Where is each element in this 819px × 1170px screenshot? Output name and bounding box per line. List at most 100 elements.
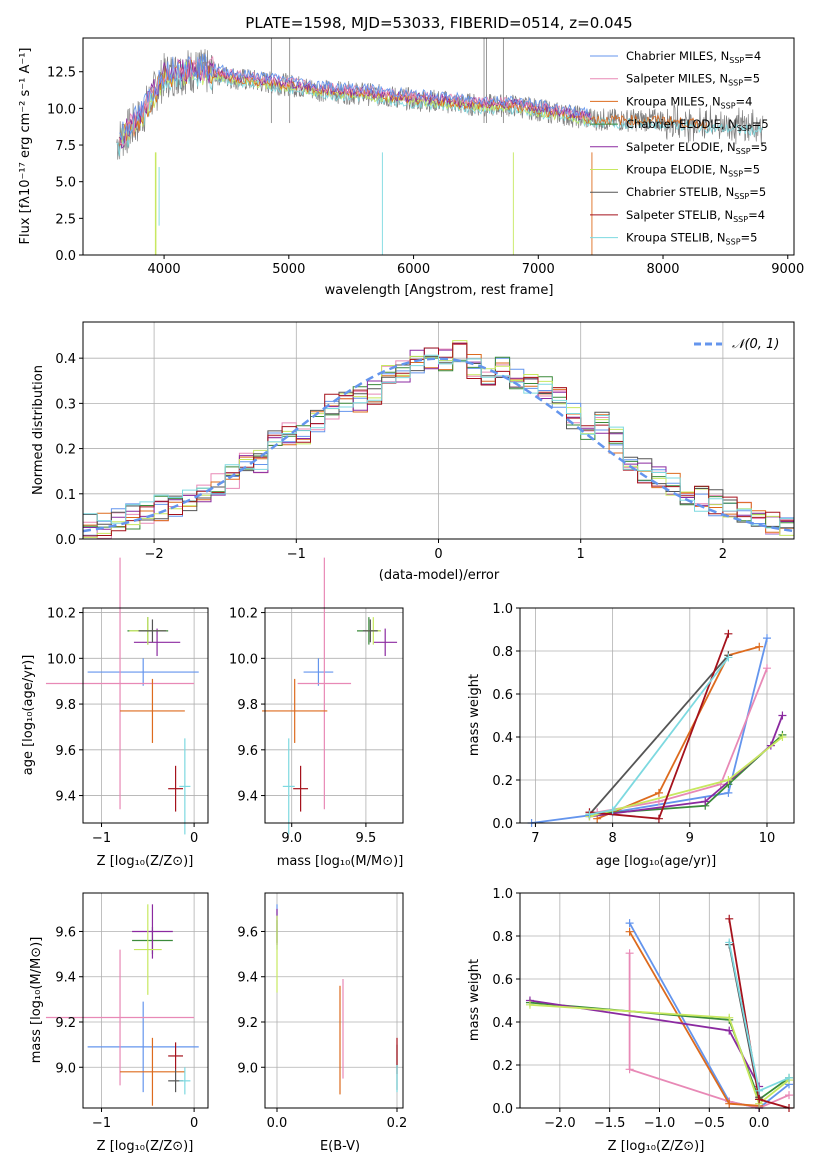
mw-z-point (625, 927, 634, 936)
mw-age-point (701, 797, 710, 806)
mw-z-point (725, 1026, 734, 1035)
age-z-panel-y-tick-label: 9.4 (55, 790, 76, 805)
mass-z-panel-x-tick-label: −1 (92, 1116, 111, 1131)
spectrum-x-tick-label: 7000 (522, 262, 555, 277)
mw-age-panel-y-tick-label: 0.2 (492, 774, 513, 789)
residual-y-ticks: 0.0 0.1 0.2 0.3 0.4 (55, 352, 83, 548)
spectrum-x-label: wavelength [Angstrom, rest frame] (325, 283, 554, 298)
mw-age-point (755, 642, 764, 651)
spectrum-plot-area (116, 38, 764, 255)
residual-legend: 𝒩(0, 1) (694, 337, 779, 352)
mw-age-point (724, 629, 733, 638)
residual-x-tick-label: 2 (719, 547, 727, 562)
spectrum-x-tick-label: 8000 (646, 262, 679, 277)
mw-age-point (762, 634, 771, 643)
mw-age-series (531, 637, 768, 824)
mw-age-point (778, 733, 787, 741)
spectrum-x-tick-label: 5000 (272, 262, 305, 277)
mass-z-panel-y-tick-label: 9.0 (55, 1061, 76, 1076)
mass-ebv-panel-y-tick-label: 9.6 (237, 925, 258, 940)
spectrum-x-ticks: 4000 5000 6000 7000 8000 9000 (148, 255, 804, 277)
mw-age-point (724, 788, 733, 797)
mass-ebv-panel-x-tick-label: 0.0 (267, 1116, 288, 1131)
mw-age-panel-y-tick-label: 0.8 (492, 645, 513, 660)
mw-age-point (778, 711, 787, 720)
mw-age-panel-y-tick-label: 0.4 (492, 731, 513, 746)
mw-z-panel-x-tick-label: −2.0 (544, 1116, 576, 1131)
mw-z-x-label: Z [log₁₀(Z/Z⊙)] (608, 1139, 705, 1154)
mass-z-x-label: Z [log₁₀(Z/Z⊙)] (97, 1139, 194, 1154)
spectrum-legend-entry: Kroupa STELIB, NSSP=5 (626, 231, 757, 247)
age-mass-panel-y-tick-label: 10.0 (229, 652, 258, 667)
mw-age-panel-x-tick-label: 9 (686, 831, 694, 846)
mw-z-y-label: mass weight (467, 959, 482, 1041)
mass-z-y-label: mass [log₁₀(M/M⊙)] (29, 937, 44, 1064)
spectrum-legend-entry: Salpeter MILES, NSSP=5 (626, 72, 760, 88)
age-z-y-label: age [log₁₀(age/yr)] (21, 655, 36, 776)
mw-z-panel: −2.0 −1.5 −1.0 −0.5 0.0 0.0 0.2 0.4 0.6 0.8 1.0 (492, 887, 795, 1131)
residual-x-ticks: −2 −1 0 1 2 (145, 539, 727, 562)
mw-z-point (725, 1013, 734, 1022)
mw-z-panel-x-tick-label: −1.5 (594, 1116, 626, 1131)
mw-age-panel-x-tick-label: 7 (531, 831, 539, 846)
mw-z-point (625, 949, 634, 958)
spectrum-x-tick-label: 6000 (397, 262, 430, 277)
spectrum-panel: PLATE=1598, MJD=53033, FIBERID=0514, z=0… (18, 14, 804, 298)
age-mass-panel-y-tick-label: 9.4 (237, 790, 258, 805)
mw-z-point (725, 938, 734, 947)
mw-z-panel-frame (519, 892, 795, 1109)
spectrum-y-label: Flux [fλ10⁻¹⁷ erg cm⁻² s⁻¹ A⁻¹] (18, 48, 33, 245)
residual-y-label: Normed distribution (31, 365, 46, 495)
mw-age-point (654, 788, 663, 797)
mw-z-panel-y-tick-label: 0.8 (492, 930, 513, 945)
spectrum-legend-entry: Salpeter STELIB, NSSP=4 (626, 208, 765, 224)
spectrum-y-tick-label: 2.5 (55, 212, 76, 227)
spectrum-legend-entry: Kroupa ELODIE, NSSP=5 (626, 163, 760, 179)
mass-z-panel-y-tick-label: 9.2 (55, 1016, 76, 1031)
mw-age-series (589, 715, 784, 818)
age-z-panel-y-tick-label: 10.0 (47, 652, 76, 667)
mw-age-point (654, 814, 663, 823)
mass-z-panel-marks (45, 904, 199, 1106)
mw-z-series (529, 1003, 790, 1106)
mw-z-panel-y-tick-label: 0.6 (492, 973, 513, 988)
mw-z-point (725, 914, 734, 923)
spectrum-x-tick-label: 9000 (771, 262, 804, 277)
mw-age-panel-y-tick-label: 1.0 (492, 602, 513, 617)
mw-age-point (762, 664, 771, 673)
mw-age-panel-x-tick-label: 8 (608, 831, 616, 846)
mw-z-point (625, 919, 634, 928)
mw-z-panel-marks (525, 914, 794, 1112)
normal-curve (82, 357, 795, 533)
age-z-panel-y-tick-label: 10.2 (47, 607, 76, 622)
mass-ebv-x-label: E(B-V) (320, 1139, 360, 1154)
residual-y-tick-label: 0.4 (55, 352, 76, 367)
normal-curve-legend-label: 𝒩(0, 1) (732, 337, 779, 352)
spectrum-y-tick-label: 7.5 (55, 139, 76, 154)
mw-age-panel-x-tick-label: 10 (759, 831, 776, 846)
mass-ebv-panel-y-tick-label: 9.0 (237, 1061, 258, 1076)
mw-age-panel-y-tick-label: 0.0 (492, 817, 513, 832)
spectrum-legend-entry: Salpeter ELODIE, NSSP=5 (626, 140, 768, 156)
mw-age-panel-marks (527, 629, 787, 827)
mw-z-point (785, 1073, 794, 1082)
mw-z-point (525, 1000, 534, 1009)
mw-age-panel-y-tick-label: 0.6 (492, 688, 513, 703)
age-z-panel-y-tick-label: 9.6 (55, 744, 76, 759)
age-mass-panel-x-tick-label: 9.0 (281, 831, 302, 846)
residual-grid (83, 322, 794, 539)
residual-histogram-series (83, 342, 794, 537)
age-z-panel-x-tick-label: 0 (190, 831, 198, 846)
mw-z-point (625, 1065, 634, 1074)
mass-z-panel-y-tick-label: 9.4 (55, 971, 76, 986)
mass-z-panel-frame (82, 892, 209, 1109)
age-mass-panel-y-tick-label: 10.2 (229, 607, 258, 622)
mass-ebv-panel-y-tick-label: 9.4 (237, 971, 258, 986)
mw-age-y-label: mass weight (467, 674, 482, 756)
mw-z-point (785, 1091, 794, 1100)
residual-histogram-series (83, 354, 794, 529)
spectrum-model-line (119, 53, 591, 140)
spectrum-y-tick-label: 0.0 (55, 249, 76, 264)
residual-y-tick-label: 0.1 (55, 488, 76, 503)
age-mass-x-label: mass [log₁₀(M/M⊙)] (277, 854, 404, 869)
